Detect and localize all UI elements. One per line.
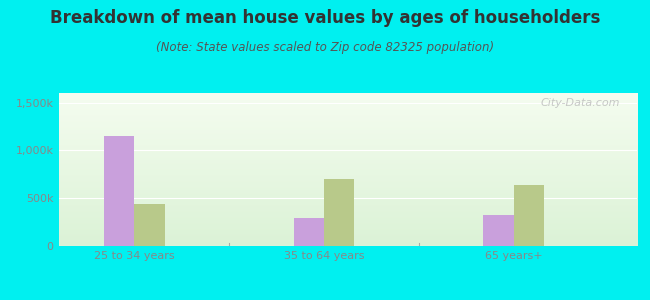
Legend: Zip code 82325, Wyoming: Zip code 82325, Wyoming — [232, 297, 463, 300]
Text: City-Data.com: City-Data.com — [540, 98, 619, 108]
Bar — [294, 218, 324, 246]
Text: Breakdown of mean house values by ages of householders: Breakdown of mean house values by ages o… — [50, 9, 600, 27]
Bar — [514, 185, 544, 246]
Bar — [484, 215, 514, 246]
Bar — [135, 204, 164, 246]
Text: (Note: State values scaled to Zip code 82325 population): (Note: State values scaled to Zip code 8… — [156, 40, 494, 53]
Bar — [104, 136, 135, 246]
Bar — [324, 179, 354, 246]
